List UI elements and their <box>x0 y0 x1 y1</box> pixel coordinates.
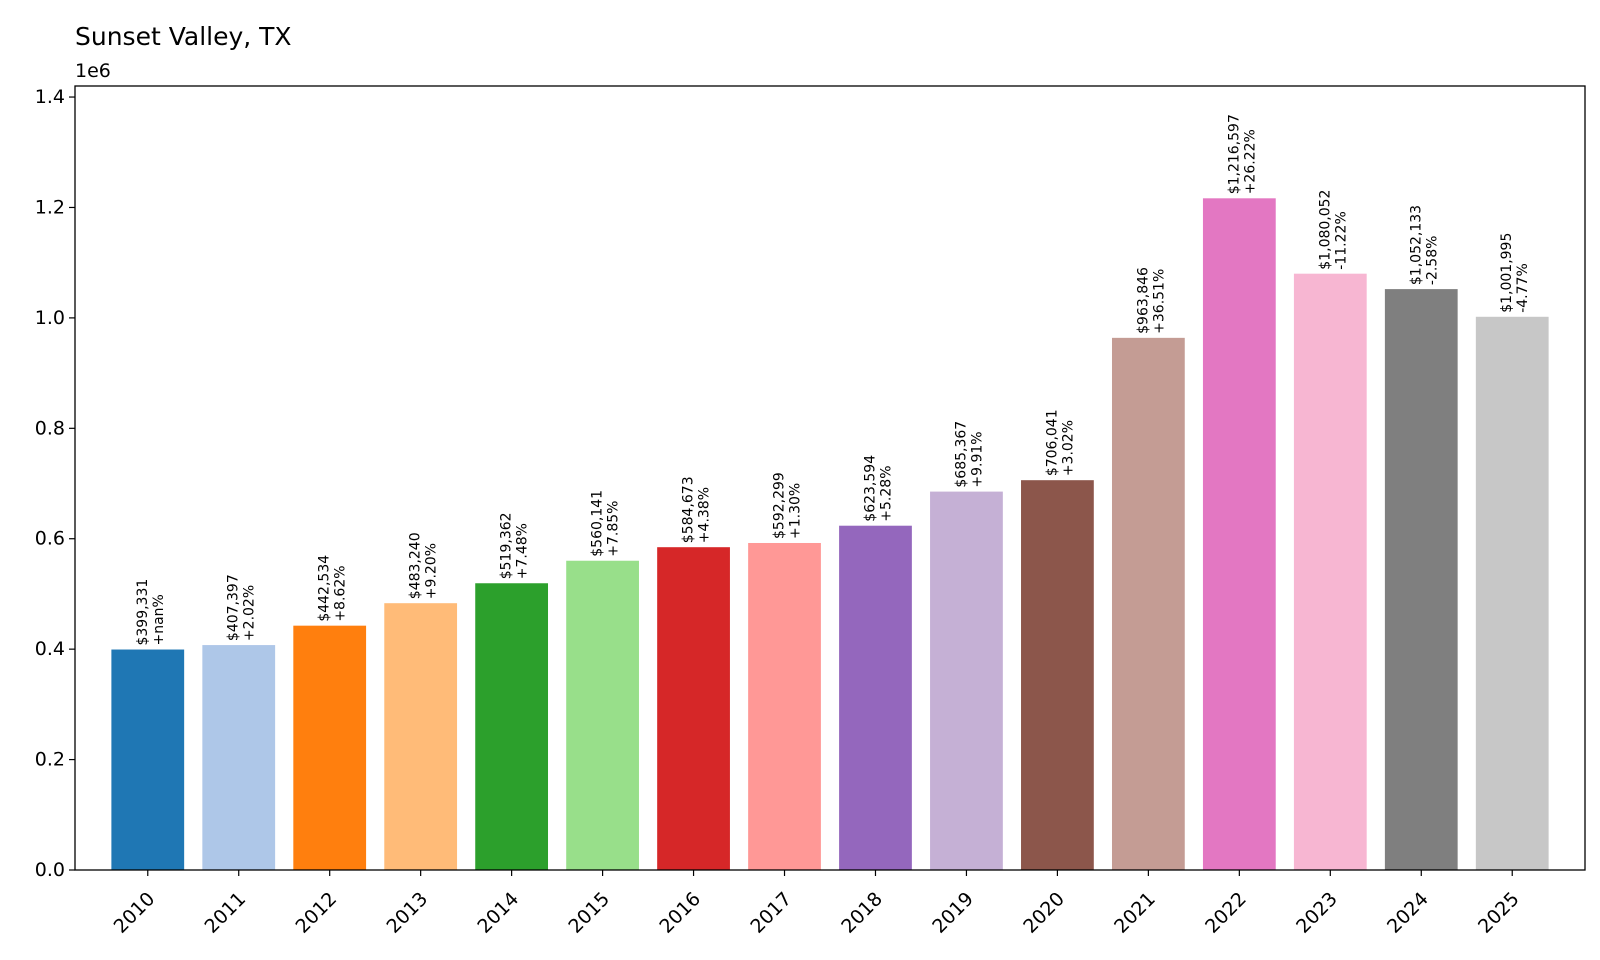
x-tick-label: 2012 <box>291 888 341 938</box>
bar-change-label: +9.20% <box>424 543 440 599</box>
bar-change-label: +9.91% <box>969 431 985 487</box>
bar-change-label: +2.02% <box>242 585 258 641</box>
bar-label-2019: $685,367 +9.91% <box>953 421 985 488</box>
bar-value-label: $1,216,597 <box>1226 114 1242 194</box>
y-tick-label: 0.2 <box>35 749 65 771</box>
bar-change-label: -2.58% <box>1424 236 1440 286</box>
bar-label-2015: $560,141 +7.85% <box>590 490 622 557</box>
bar-2012 <box>293 625 367 870</box>
bar-2019 <box>930 491 1003 870</box>
bar-label-2016: $584,673 +4.38% <box>681 476 713 543</box>
bar-2017 <box>748 542 821 870</box>
y-tick-label: 0.4 <box>35 638 65 660</box>
bar-label-2024: $1,052,133 -2.58% <box>1408 205 1440 285</box>
bar-value-label: $442,534 <box>317 555 333 622</box>
x-tick-label: 2020 <box>1019 888 1069 938</box>
bar-value-label: $623,594 <box>862 455 878 522</box>
bar-2021 <box>1111 337 1185 871</box>
bar-change-label: +26.22% <box>1242 129 1258 194</box>
bar-change-label: +1.30% <box>788 483 804 539</box>
y-tick-label: 1.0 <box>35 307 65 329</box>
bar-value-label: $560,141 <box>590 490 606 557</box>
bar-label-2012: $442,534 +8.62% <box>317 555 349 622</box>
bar-label-2014: $519,362 +7.48% <box>499 512 531 579</box>
x-tick-label: 2014 <box>473 888 523 938</box>
x-tick-label: 2013 <box>382 888 432 938</box>
bar-2018 <box>839 525 912 870</box>
x-tick-label: 2011 <box>201 888 251 938</box>
x-tick-label: 2017 <box>746 888 796 938</box>
bar-value-label: $399,331 <box>135 579 151 646</box>
bar-change-label: +4.38% <box>697 487 713 543</box>
x-tick-label: 2021 <box>1110 888 1160 938</box>
bar-label-2018: $623,594 +5.28% <box>862 455 894 522</box>
y-tick-label: 0.6 <box>35 528 65 550</box>
bar-value-label: $1,080,052 <box>1317 190 1333 270</box>
y-tick-label: 1.4 <box>35 86 65 108</box>
bar-value-label: $584,673 <box>681 476 697 543</box>
bar-2013 <box>384 603 458 870</box>
bar-value-label: $519,362 <box>499 512 515 579</box>
x-tick-label: 2025 <box>1474 888 1524 938</box>
bars: $399,331 +nan% $407,397 +2.02% $442,534 +8.62… <box>111 114 1549 871</box>
x-tick-label: 2015 <box>564 888 614 938</box>
bar-label-2020: $706,041 +3.02% <box>1044 409 1076 476</box>
y-tick-label: 0.0 <box>35 859 65 881</box>
x-tick-label: 2023 <box>1292 888 1342 938</box>
bar-label-2011: $407,397 +2.02% <box>226 574 258 641</box>
bar-change-label: +3.02% <box>1060 420 1076 476</box>
bar-value-label: $407,397 <box>226 574 242 641</box>
bar-label-2017: $592,299 +1.30% <box>772 472 804 539</box>
plot-frame <box>74 85 1586 871</box>
bar-change-label: +5.28% <box>878 465 894 521</box>
x-tick-label: 2016 <box>655 888 705 938</box>
y-axis: 0.0 0.2 0.4 0.6 0.8 1.0 1.2 1.4 <box>35 86 75 881</box>
bar-change-label: +7.85% <box>606 501 622 557</box>
bar-label-2023: $1,080,052 -11.22% <box>1317 190 1349 270</box>
bar-2011 <box>202 645 276 870</box>
x-tick-label: 2022 <box>1201 888 1251 938</box>
x-axis: 2010 2011 2012 2013 2014 2015 2016 2017 2018 2019… <box>110 870 1524 938</box>
chart-title: Sunset Valley, TX <box>75 22 292 51</box>
bar-label-2010: $399,331 +nan% <box>135 579 167 646</box>
bar-2015 <box>566 560 639 870</box>
bar-value-label: $706,041 <box>1044 409 1060 476</box>
bar-value-label: $483,240 <box>408 532 424 599</box>
x-tick-label: 2024 <box>1383 888 1433 938</box>
y-axis-offset-text: 1e6 <box>75 60 111 82</box>
bar-2025 <box>1475 316 1549 870</box>
bar-2024 <box>1384 289 1458 871</box>
bar-value-label: $1,052,133 <box>1408 205 1424 285</box>
bar-2014 <box>475 583 549 870</box>
bar-label-2021: $963,846 +36.51% <box>1135 267 1167 334</box>
bar-value-label: $685,367 <box>953 421 969 488</box>
bar-2022 <box>1202 198 1276 870</box>
bar-change-label: +8.62% <box>333 565 349 621</box>
y-tick-label: 1.2 <box>35 196 65 218</box>
bar-label-2025: $1,001,995 -4.77% <box>1499 233 1531 313</box>
bar-2010 <box>111 649 185 870</box>
bar-change-label: -11.22% <box>1333 211 1349 269</box>
bar-2020 <box>1021 480 1094 870</box>
x-tick-label: 2019 <box>928 888 978 938</box>
bar-change-label: +7.48% <box>515 523 531 579</box>
bar-value-label: $592,299 <box>772 472 788 539</box>
x-tick-label: 2018 <box>837 888 887 938</box>
bar-value-label: $1,001,995 <box>1499 233 1515 313</box>
bar-change-label: -4.77% <box>1515 263 1531 313</box>
bar-change-label: +nan% <box>151 594 167 645</box>
x-tick-label: 2010 <box>110 888 160 938</box>
bar-2016 <box>657 547 730 870</box>
bar-value-label: $963,846 <box>1135 267 1151 334</box>
bar-label-2022: $1,216,597 +26.22% <box>1226 114 1258 194</box>
bar-label-2013: $483,240 +9.20% <box>408 532 440 599</box>
bar-change-label: +36.51% <box>1151 269 1167 334</box>
bar-2023 <box>1293 273 1367 871</box>
y-tick-label: 0.8 <box>35 417 65 439</box>
